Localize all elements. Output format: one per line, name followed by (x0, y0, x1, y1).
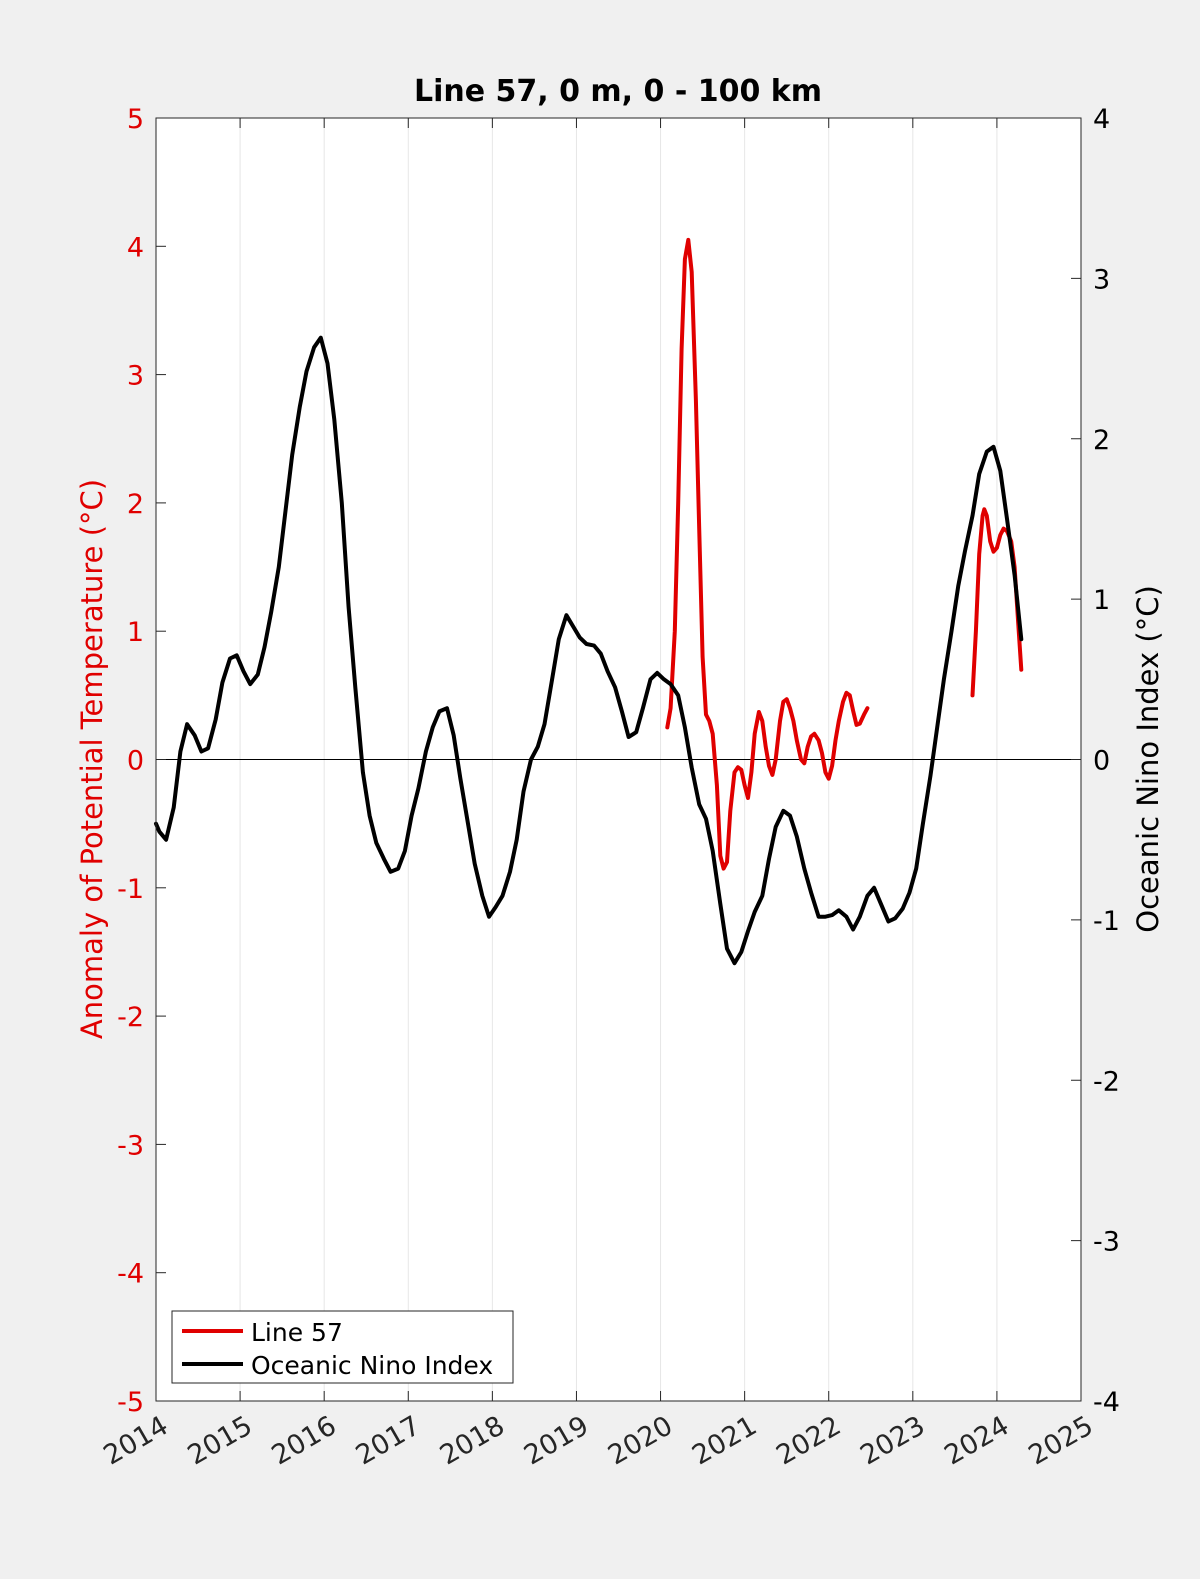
y-right-tick-label: 3 (1093, 264, 1110, 295)
y-left-tick-label: -1 (117, 874, 144, 905)
legend-box (171, 1310, 514, 1384)
y-axis-left: 5 4 3 2 1 0 -1 -2 -3 -4 -5 (117, 104, 166, 1418)
y-left-tick-label: -4 (117, 1259, 144, 1290)
y-right-tick-label: 0 (1093, 746, 1110, 777)
y-left-tick-label: 3 (127, 361, 144, 392)
y-left-tick-label: -3 (117, 1130, 144, 1161)
y-left-tick-label: -2 (117, 1002, 144, 1033)
y-left-tick-label: 1 (127, 617, 144, 648)
y-right-tick-label: -3 (1093, 1227, 1120, 1258)
y-axis-right-label: Oceanic Nino Index (°C) (1131, 585, 1165, 933)
y-axis-right: 4 3 2 1 0 -1 -2 -3 -4 (1071, 104, 1120, 1418)
y-right-tick-label: -4 (1093, 1387, 1120, 1418)
series-lines (154, 237, 1024, 966)
y-left-tick-label: 5 (127, 104, 144, 135)
oni-series-line (154, 335, 1024, 966)
y-right-tick-label: 2 (1093, 425, 1110, 456)
chart-title: Line 57, 0 m, 0 - 100 km (414, 74, 822, 109)
y-left-tick-label: 4 (127, 232, 144, 263)
y-left-tick-label: -5 (117, 1387, 144, 1418)
legend-line57-label: Line 57 (251, 1318, 343, 1347)
y-right-tick-label: -2 (1093, 1066, 1120, 1097)
y-left-tick-label: 0 (127, 746, 144, 777)
y-right-tick-label: 4 (1093, 104, 1110, 135)
line57-series-line (665, 237, 870, 871)
legend: Line 57 Oceanic Nino Index (171, 1310, 514, 1384)
y-axis-left-label: Anomaly of Potential Temperature (°C) (75, 479, 109, 1039)
legend-oni-label: Oceanic Nino Index (251, 1351, 493, 1380)
y-right-tick-label: -1 (1093, 906, 1120, 937)
y-left-tick-label: 2 (127, 489, 144, 520)
y-right-tick-label: 1 (1093, 585, 1110, 616)
